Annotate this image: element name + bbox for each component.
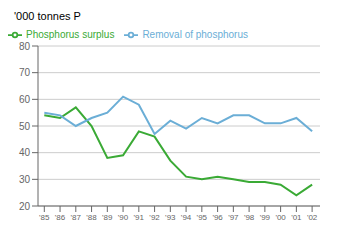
- html-text:Phosphorus surplus: Phosphorus surplus: [26, 28, 115, 40]
- svg-text:'97: '97: [228, 213, 239, 222]
- svg-text:50: 50: [19, 121, 31, 132]
- svg-text:'90: '90: [118, 213, 129, 222]
- svg-text:'96: '96: [212, 213, 223, 222]
- svg-text:'94: '94: [181, 213, 192, 222]
- svg-text:'89: '89: [102, 213, 113, 222]
- svg-text:'01: '01: [291, 213, 302, 222]
- svg-text:'88: '88: [86, 213, 97, 222]
- svg-text:40: 40: [19, 147, 31, 158]
- svg-text:'99: '99: [260, 213, 271, 222]
- svg-text:'85: '85: [39, 213, 50, 222]
- svg-text:'92: '92: [149, 213, 160, 222]
- svg-text:70: 70: [19, 67, 31, 78]
- svg-text:'87: '87: [71, 213, 82, 222]
- svg-text:'02: '02: [307, 213, 318, 222]
- svg-text:'00: '00: [275, 213, 286, 222]
- html-text:'000 tonnes P: '000 tonnes P: [14, 10, 81, 22]
- svg-text:'93: '93: [165, 213, 176, 222]
- svg-text:'98: '98: [244, 213, 255, 222]
- svg-text:80: 80: [19, 41, 31, 52]
- svg-text:'86: '86: [55, 213, 66, 222]
- html-text:Removal of phosphorus: Removal of phosphorus: [142, 28, 248, 40]
- svg-text:60: 60: [19, 94, 31, 105]
- svg-text:'91: '91: [134, 213, 145, 222]
- svg-text:30: 30: [19, 174, 31, 185]
- svg-text:20: 20: [19, 201, 31, 212]
- svg-text:'95: '95: [197, 213, 208, 222]
